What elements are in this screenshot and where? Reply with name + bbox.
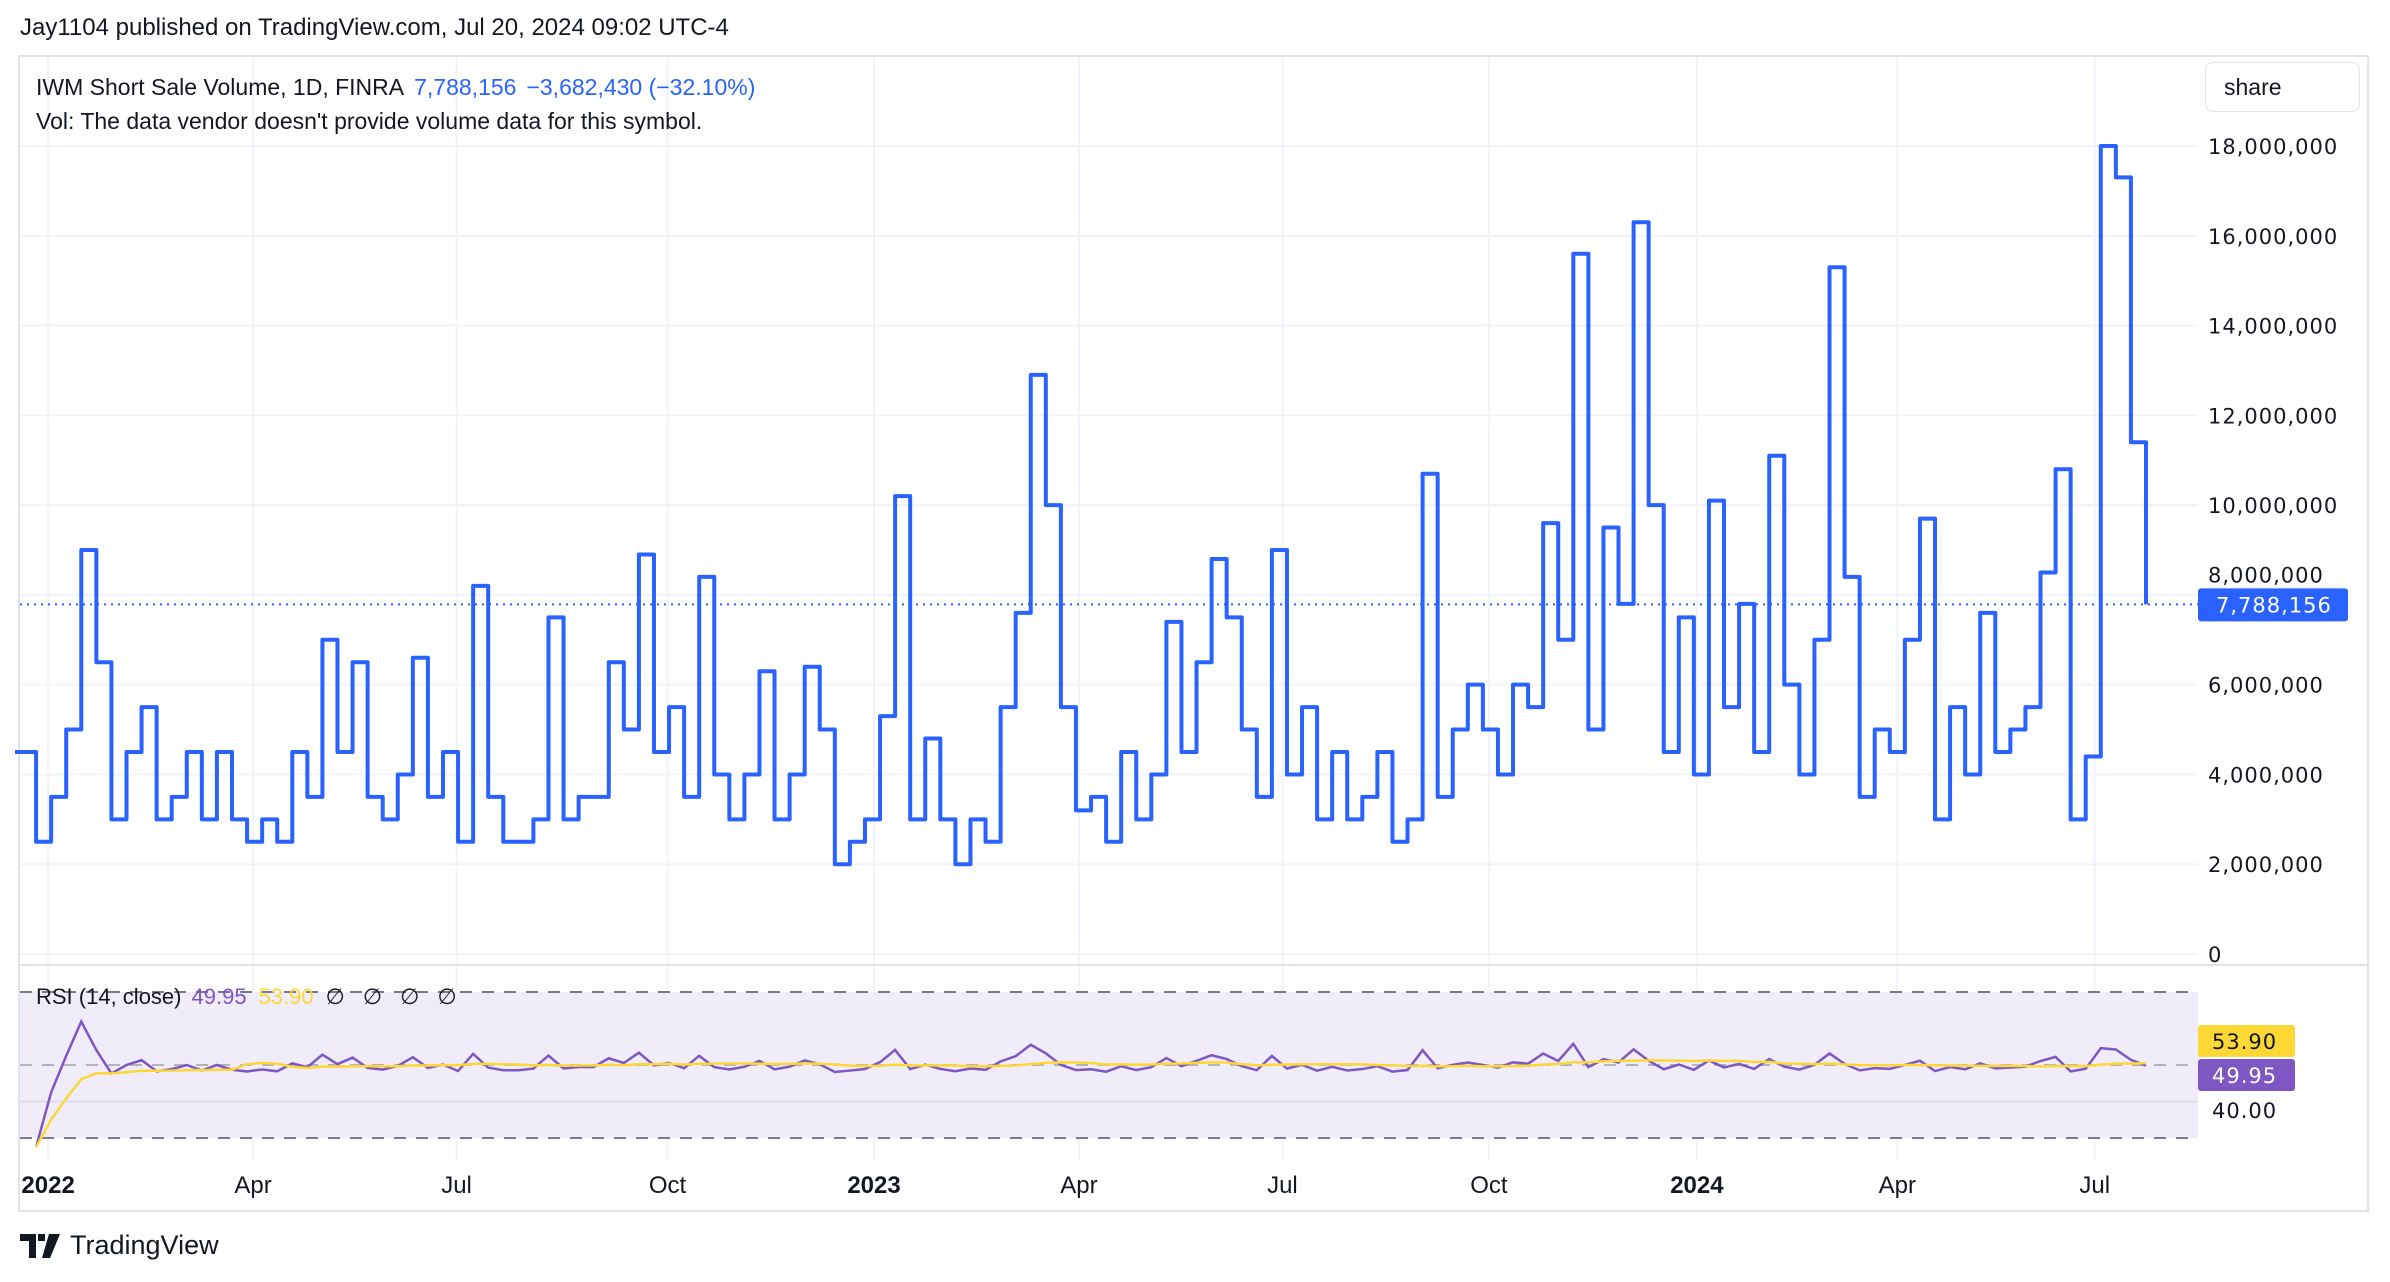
rsi-badge xyxy=(2198,1058,2295,1091)
x-tick-label: 2022 xyxy=(21,1172,74,1199)
x-tick-label: Apr xyxy=(234,1172,271,1199)
x-tick-label: Jul xyxy=(441,1172,472,1199)
y-tick-label: 6,000,000 xyxy=(2208,674,2324,698)
rsi-empty-values: ∅ ∅ ∅ ∅ xyxy=(325,984,463,1009)
y-tick-label: 14,000,000 xyxy=(2208,315,2338,339)
grid xyxy=(19,57,2368,1160)
series-legend: IWM Short Sale Volume, 1D, FINRA 7,788,15… xyxy=(36,70,755,138)
y-tick-label: 12,000,000 xyxy=(2208,404,2338,428)
x-tick-label: 2023 xyxy=(847,1172,900,1199)
chart-frame xyxy=(18,55,2369,1212)
y-tick-label: 18,000,000 xyxy=(2208,135,2338,159)
short-volume-line xyxy=(15,144,2148,867)
x-tick-label: Apr xyxy=(1060,1172,1097,1199)
rsi-lines xyxy=(20,991,2198,1148)
y-tick-label: 4,000,000 xyxy=(2208,763,2324,787)
price-axis: 0 2,000,000 4,000,000 6,000,000 8,000,000 10,… xyxy=(2198,135,2348,1123)
rsi-title: RSI (14, close) xyxy=(36,984,182,1009)
rsi-line xyxy=(34,1018,2147,1148)
share-button[interactable]: share xyxy=(2205,62,2360,112)
tradingview-logo-icon xyxy=(20,1233,60,1258)
rsi-ma-line xyxy=(34,1058,2147,1148)
x-tick-label: 2024 xyxy=(1670,1172,1724,1199)
volume-note: Vol: The data vendor doesn't provide vol… xyxy=(36,108,703,134)
x-tick-label: Jul xyxy=(2079,1172,2110,1199)
rsi-axis-label: 49.95 xyxy=(2212,1064,2277,1088)
rsi-ma-axis-label: 53.90 xyxy=(2212,1030,2277,1054)
tradingview-logo[interactable]: TradingView xyxy=(20,1230,219,1261)
publisher-line: Jay1104 published on TradingView.com, Ju… xyxy=(20,14,729,41)
x-tick-label: Jul xyxy=(1267,1172,1298,1199)
y-tick-label: 8,000,000 xyxy=(2208,563,2324,587)
rsi-ma-badge xyxy=(2198,1024,2295,1057)
x-tick-label: Oct xyxy=(649,1172,687,1199)
change-value: −3,682,430 (−32.10%) xyxy=(526,74,756,100)
last-value: 7,788,156 xyxy=(414,74,517,100)
series xyxy=(15,144,2198,867)
rsi-ma-value: 53.90 xyxy=(258,984,314,1009)
x-tick-label: Apr xyxy=(1879,1172,1916,1199)
last-value-badge xyxy=(2198,588,2348,622)
last-value-label: 7,788,156 xyxy=(2216,593,2332,617)
rsi-y-tick-label: 40.00 xyxy=(2212,1099,2277,1123)
rsi-legend: RSI (14, close) 49.95 53.90 ∅ ∅ ∅ ∅ xyxy=(36,984,463,1010)
y-tick-label: 2,000,000 xyxy=(2208,853,2324,877)
x-tick-label: Oct xyxy=(1470,1172,1508,1199)
brand-name: TradingView xyxy=(70,1230,219,1260)
time-axis: 2022 Apr Jul Oct 2023 Apr Jul Oct 2024 Apr Jul xyxy=(21,1172,2110,1199)
rsi-value: 49.95 xyxy=(191,984,247,1009)
y-tick-label: 16,000,000 xyxy=(2208,225,2338,249)
symbol-title: IWM Short Sale Volume, 1D, FINRA xyxy=(36,74,405,100)
y-tick-label: 0 xyxy=(2208,943,2222,967)
y-tick-label: 10,000,000 xyxy=(2208,494,2338,518)
